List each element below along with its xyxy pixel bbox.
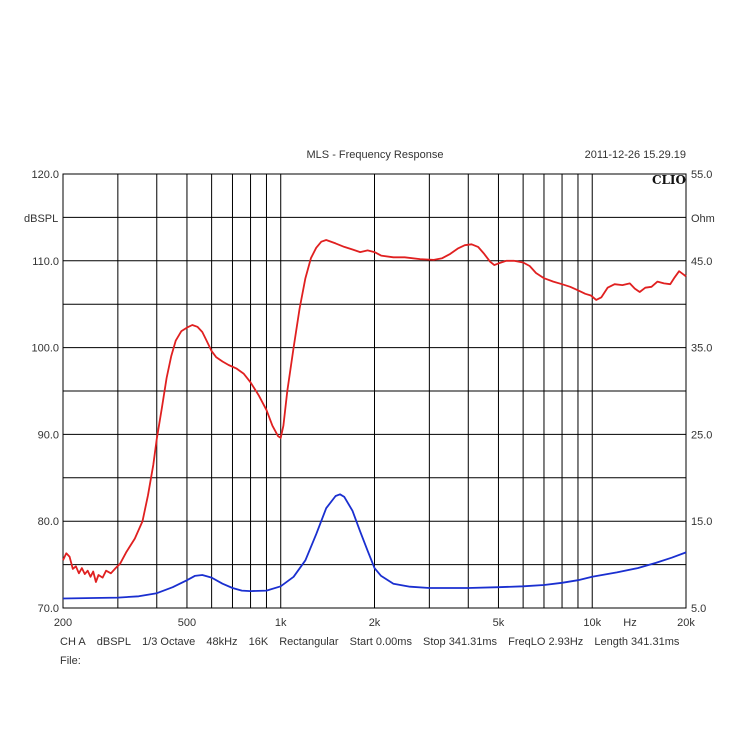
series-lines — [62, 239, 687, 600]
y-right-tick-label: 15.0 — [691, 516, 712, 528]
x-tick-label: 200 — [54, 617, 72, 629]
footer-window: Rectangular — [279, 636, 339, 648]
measurement-settings-bar: CH A dBSPL 1/3 Octave 48kHz 16K Rectangu… — [60, 636, 687, 648]
footer-stop: Stop 341.31ms — [423, 636, 498, 648]
y-left-tick-label: 110.0 — [32, 256, 59, 268]
impedance-line — [62, 493, 687, 600]
plot-frame — [62, 173, 687, 609]
footer-start: Start 0.00ms — [349, 636, 412, 648]
y-left-tick-label: 100.0 — [31, 343, 59, 355]
footer-sample-rate: 48kHz — [206, 636, 238, 648]
y-axis-left-label: dBSPL — [24, 213, 58, 225]
footer-smoothing: 1/3 Octave — [142, 636, 196, 648]
x-tick-label: 2k — [369, 617, 381, 629]
y-left-tick-label: 80.0 — [38, 516, 59, 528]
y-left-tick-label: 90.0 — [38, 429, 59, 441]
y-right-tick-label: 5.0 — [691, 603, 706, 615]
footer-unit: dBSPL — [96, 636, 131, 648]
chart-timestamp: 2011-12-26 15.29.19 — [585, 149, 686, 161]
x-tick-label: 5k — [493, 617, 505, 629]
x-tick-label: 1k — [275, 617, 287, 629]
x-axis-unit-label: Hz — [623, 617, 636, 629]
footer-length: Length 341.31ms — [594, 636, 680, 648]
file-label: File: — [60, 655, 81, 667]
footer-channel: CH A — [60, 636, 86, 648]
y-right-tick-label: 45.0 — [691, 256, 712, 268]
y-right-tick-label: 55.0 — [691, 169, 712, 181]
chart-title: MLS - Frequency Response — [307, 149, 444, 161]
y-axis-right-label: Ohm — [691, 213, 715, 225]
footer-freqlo: FreqLO 2.93Hz — [508, 636, 584, 648]
y-right-tick-label: 25.0 — [691, 429, 712, 441]
clio-brand-label: CLIO — [652, 173, 686, 187]
x-tick-label: 500 — [178, 617, 196, 629]
y-left-tick-label: 120.0 — [31, 169, 59, 181]
footer-mls-size: 16K — [248, 636, 269, 648]
spl-response-line — [62, 239, 687, 583]
y-right-tick-label: 35.0 — [691, 343, 712, 355]
grid-lines — [63, 174, 686, 608]
x-tick-label: 10k — [583, 617, 601, 629]
tick-labels: 200 500 1k 2k 5k 10k 20k 70.0 80.0 90.0 100.0 110.0… — [31, 169, 712, 629]
y-left-tick-label: 70.0 — [38, 603, 59, 615]
x-tick-label: 20k — [677, 617, 695, 629]
